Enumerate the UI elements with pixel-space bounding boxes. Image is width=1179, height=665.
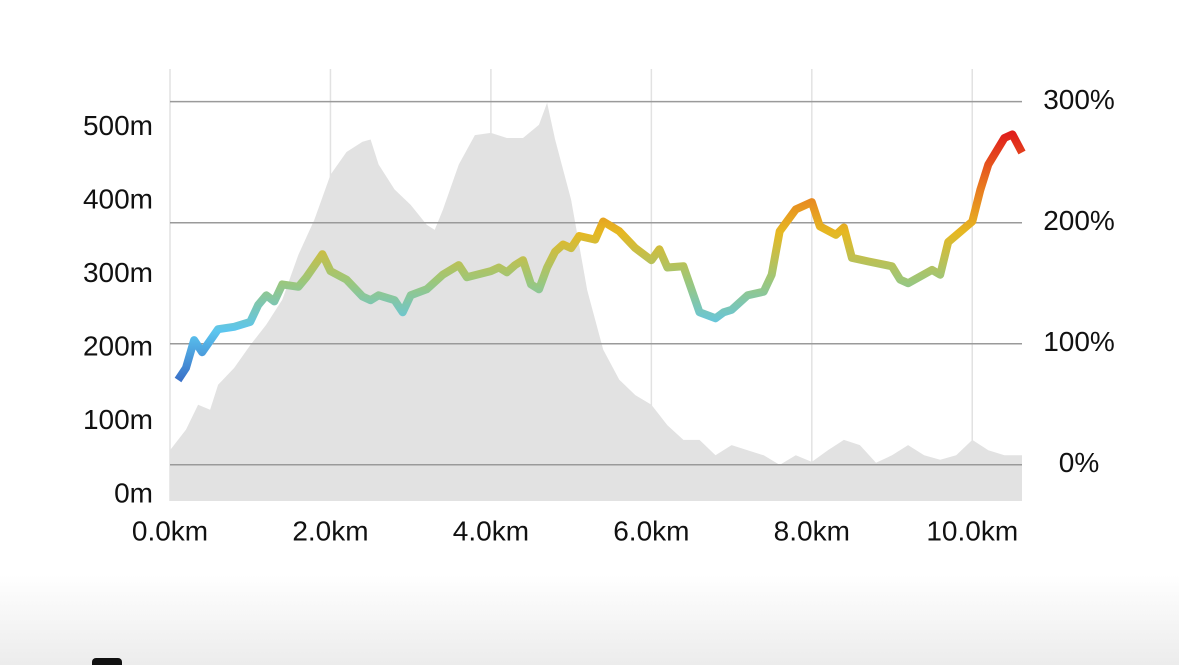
x-tick-label: 4.0km: [453, 515, 529, 546]
x-tick-label: 2.0km: [292, 515, 368, 546]
x-tick-label: 8.0km: [774, 515, 850, 546]
panel-icon: [92, 658, 122, 665]
elevation-area: [170, 102, 1022, 502]
y-tick-label: 500m: [83, 110, 153, 141]
bottom-panel: [0, 575, 1179, 665]
y-tick-label: 300m: [83, 257, 153, 288]
grade-line: [174, 130, 1026, 383]
y-tick-label: 200m: [83, 330, 153, 361]
y2-tick-label: 200%: [1043, 205, 1115, 236]
y-tick-label: 0m: [114, 477, 153, 508]
y2-tick-label: 300%: [1043, 84, 1115, 115]
y-tick-label: 400m: [83, 184, 153, 215]
y2-tick-label: 100%: [1043, 326, 1115, 357]
y-tick-label: 100m: [83, 404, 153, 435]
x-tick-label: 10.0km: [926, 515, 1018, 546]
x-tick-label: 6.0km: [613, 515, 689, 546]
y2-tick-label: 0%: [1059, 447, 1099, 478]
x-tick-label: 0.0km: [132, 515, 208, 546]
